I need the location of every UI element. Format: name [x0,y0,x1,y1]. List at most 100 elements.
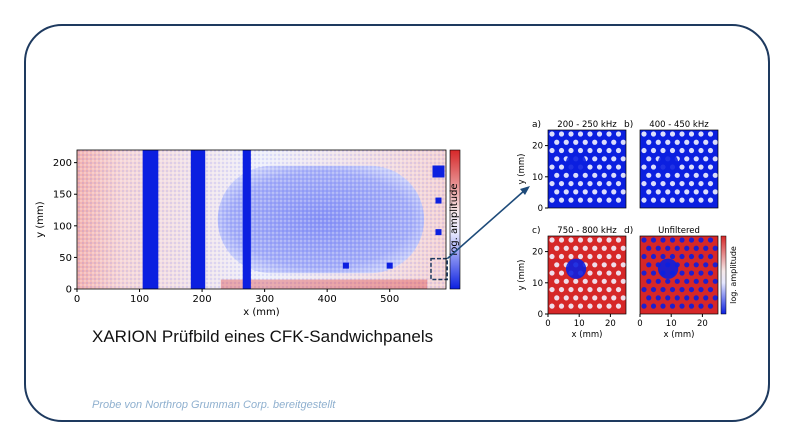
inset-cell [596,164,603,170]
inset-cell [679,131,685,137]
inset-cell [698,270,704,276]
inset-cell [577,286,584,293]
inset-cell [660,197,666,203]
inset-cell [601,295,607,301]
inset-cell [669,147,676,154]
y-tick-label: 200 [53,158,72,169]
inset-cell [641,164,647,170]
x-tick-label: 10 [666,319,677,329]
inset-cell [587,303,593,309]
inset-cell [554,189,560,195]
inset-cell [660,303,666,309]
inset-cell [641,197,647,203]
inset-cell [563,139,569,145]
arrowhead [520,186,530,195]
inset-colorbar [720,235,727,315]
inset-cell [679,253,685,260]
inset-cell [592,156,598,162]
panel-label: d) [624,226,633,236]
inset-cell [665,295,671,301]
inset-cell [558,286,565,293]
inset-cell [620,245,626,251]
inset-cell [582,278,588,284]
inset-frame [639,235,719,315]
inset-cell [674,245,680,251]
vertical-band-1 [142,150,159,289]
insert-marker-3 [435,229,442,236]
credit-note: Probe von Northrop Grumman Corp. bereitg… [92,399,336,411]
inset-cell [665,245,671,251]
insert-marker-2 [435,197,442,204]
inset-cell [679,286,685,293]
inset-cell [615,303,622,309]
inset-cell [679,164,685,170]
y-tick-label: 100 [53,221,72,232]
inset-cell [693,156,699,162]
inset-cell [549,164,555,170]
inset-cell [601,262,607,268]
inset-cell [674,278,680,284]
inset-cell [669,131,676,137]
inset-cell [650,197,657,203]
inset-cell [665,189,671,195]
inset-cell [554,156,560,162]
defect-spot [565,258,587,279]
inset-cell [698,164,704,170]
defect-spot [657,152,679,173]
inset-a: 200 - 250 kHz a) 0 10 20 y (mm) [517,120,627,214]
inset-cell [615,270,622,276]
inset-cell [596,180,603,187]
inset-cell [698,237,704,243]
inset-cell [582,245,588,251]
inset-cell [660,237,666,243]
inset-cell [669,303,676,309]
inset-cell [674,295,680,301]
inset-cell [655,189,661,195]
inset-cell [611,278,617,284]
inset-cell [582,172,588,178]
inset-cell [615,253,622,260]
inset-cell [679,197,685,203]
inset-cell [712,245,718,251]
inset-cell [620,172,626,178]
inset-cell [568,180,574,187]
inset-cell [641,253,647,260]
inset-cell [577,253,584,260]
inset-cell [592,139,598,145]
inset-cell [596,303,603,309]
inset-cell [554,295,560,301]
inset-cell [568,197,574,203]
x-tick-label: 10 [574,319,585,329]
inset-cell [684,278,690,284]
inset-cell [601,278,607,284]
inset-cell [587,286,593,293]
inset-cell [684,262,690,268]
texture-overlay [77,150,446,289]
inset-cell [606,180,612,187]
inset-frame [639,129,719,209]
inset-b: 400 - 450 kHz b) [624,120,719,209]
inset-cell [655,245,661,251]
inset-cell [707,197,714,203]
inset-cell [679,180,685,187]
inset-cell [712,156,718,162]
y-tick-label: 0 [66,285,72,296]
inset-cell [674,189,680,195]
inset-cell [606,286,612,293]
inset-cell [620,189,626,195]
inset-cell [587,180,593,187]
inset-cell [641,237,647,243]
y-tick-label: 150 [53,190,72,201]
inset-cell [688,303,695,309]
inset-cell [577,303,584,309]
inset-cell [596,270,603,276]
inset-cell [688,147,695,154]
inset-cell [665,172,671,178]
inset-cell [615,164,622,170]
inset-cell [650,286,657,293]
inset-cell [669,237,676,243]
inset-cell [620,139,626,145]
inset-cell [650,237,657,243]
y-axis-label: y (mm) [35,201,46,237]
